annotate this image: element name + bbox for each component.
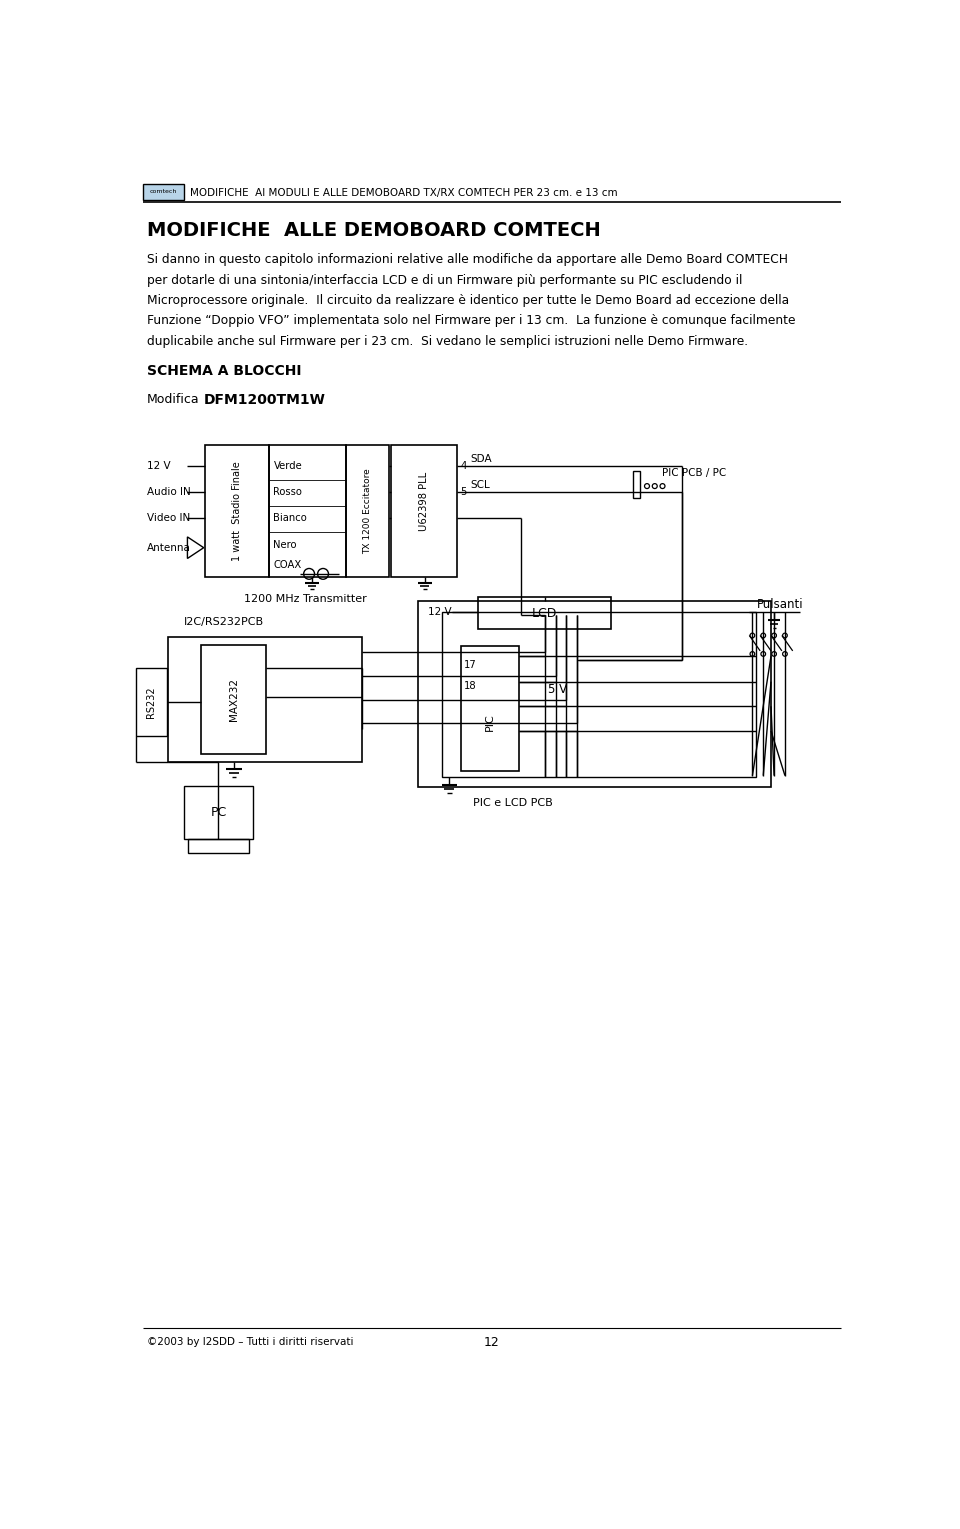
- Text: Bianco: Bianco: [274, 514, 307, 523]
- Text: Verde: Verde: [274, 462, 302, 471]
- Bar: [135, 668, 166, 735]
- Text: MODIFICHE  AI MODULI E ALLE DEMOBOARD TX/RX COMTECH PER 23 cm. e 13 cm: MODIFICHE AI MODULI E ALLE DEMOBOARD TX/…: [190, 188, 617, 197]
- Bar: [184, 786, 252, 839]
- Text: SCL: SCL: [470, 480, 490, 491]
- Text: 4: 4: [460, 462, 467, 471]
- Text: 12 V: 12 V: [147, 462, 171, 471]
- Text: DFM1200TM1W: DFM1200TM1W: [204, 393, 325, 407]
- Text: 12 V: 12 V: [428, 607, 452, 618]
- Text: SDA: SDA: [470, 454, 492, 465]
- Text: Modifica: Modifica: [147, 393, 200, 407]
- Text: MODIFICHE  ALLE DEMOBOARD COMTECH: MODIFICHE ALLE DEMOBOARD COMTECH: [147, 222, 601, 240]
- Bar: [202, 645, 267, 754]
- Text: 5 V: 5 V: [548, 683, 567, 696]
- Text: Rosso: Rosso: [274, 488, 302, 497]
- Text: LCD: LCD: [532, 607, 558, 619]
- Text: COAX: COAX: [274, 560, 301, 570]
- Text: Audio IN: Audio IN: [147, 488, 191, 497]
- Text: 1 watt  Stadio Finale: 1 watt Stadio Finale: [232, 460, 242, 561]
- Bar: [188, 839, 249, 853]
- Text: 18: 18: [464, 682, 477, 691]
- Text: 17: 17: [464, 659, 477, 670]
- Text: TX 1200 Eccitatore: TX 1200 Eccitatore: [363, 468, 372, 553]
- Text: I2C/RS232PCB: I2C/RS232PCB: [183, 616, 264, 627]
- Text: Antenna: Antenna: [147, 543, 191, 552]
- Text: Microprocessore originale.  Il circuito da realizzare è identico per tutte le De: Microprocessore originale. Il circuito d…: [147, 294, 789, 307]
- Text: 12: 12: [484, 1336, 500, 1349]
- Text: Funzione “Doppio VFO” implementata solo nel Firmware per i 13 cm.  La funzione è: Funzione “Doppio VFO” implementata solo …: [147, 315, 796, 327]
- Text: duplicabile anche sul Firmware per i 23 cm.  Si vedano le semplici istruzioni ne: duplicabile anche sul Firmware per i 23 …: [147, 335, 748, 347]
- Bar: [347, 445, 389, 576]
- Bar: [478, 596, 612, 630]
- Text: Si danno in questo capitolo informazioni relative alle modifiche da apportare al: Si danno in questo capitolo informazioni…: [147, 254, 788, 266]
- Text: ©2003 by I2SDD – Tutti i diritti riservati: ©2003 by I2SDD – Tutti i diritti riserva…: [147, 1338, 353, 1347]
- Text: Pulsanti: Pulsanti: [757, 598, 804, 612]
- Bar: [633, 471, 640, 497]
- Bar: [269, 445, 347, 576]
- Text: PIC e LCD PCB: PIC e LCD PCB: [472, 798, 552, 807]
- Text: SCHEMA A BLOCCHI: SCHEMA A BLOCCHI: [147, 364, 301, 378]
- Text: MAX232: MAX232: [228, 677, 239, 720]
- Text: PIC PCB / PC: PIC PCB / PC: [662, 468, 727, 479]
- Text: RS232: RS232: [146, 687, 156, 717]
- Text: 5: 5: [460, 488, 467, 497]
- Text: Video IN: Video IN: [147, 514, 190, 523]
- Text: U62398 PLL: U62398 PLL: [420, 472, 429, 531]
- Text: per dotarle di una sintonia/interfaccia LCD e di un Firmware più performante su : per dotarle di una sintonia/interfaccia …: [147, 274, 742, 286]
- Bar: [461, 647, 519, 771]
- Text: Nero: Nero: [274, 540, 297, 549]
- Bar: [392, 445, 457, 576]
- Bar: [143, 185, 184, 200]
- Bar: [419, 601, 771, 787]
- Text: PC: PC: [210, 806, 227, 820]
- Bar: [205, 445, 269, 576]
- Bar: [442, 612, 756, 777]
- Text: 1200 MHz Transmitter: 1200 MHz Transmitter: [244, 593, 367, 604]
- Bar: [168, 638, 362, 761]
- Text: PIC: PIC: [485, 714, 495, 731]
- Text: comtech: comtech: [150, 190, 178, 194]
